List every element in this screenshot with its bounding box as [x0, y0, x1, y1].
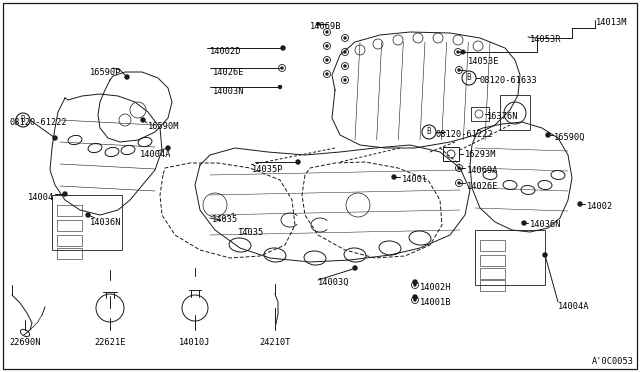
Bar — [480, 240, 505, 251]
Text: 14035P: 14035P — [252, 165, 284, 174]
Circle shape — [281, 46, 285, 50]
Circle shape — [457, 51, 459, 53]
Text: 14003Q: 14003Q — [318, 278, 349, 287]
Bar — [500, 95, 530, 130]
Text: 1400l: 1400l — [402, 175, 428, 184]
Text: 22690N: 22690N — [9, 338, 41, 347]
Text: 14002H: 14002H — [420, 283, 451, 292]
Text: 14036N: 14036N — [530, 220, 561, 229]
Circle shape — [326, 59, 328, 61]
Text: A'0C0053: A'0C0053 — [592, 357, 634, 366]
Text: 14026E: 14026E — [467, 182, 499, 191]
Circle shape — [461, 50, 465, 54]
Circle shape — [86, 213, 90, 217]
Circle shape — [125, 75, 129, 79]
Circle shape — [344, 65, 346, 67]
Text: 14069B: 14069B — [310, 22, 342, 31]
Circle shape — [414, 299, 416, 301]
Text: 24210T: 24210T — [259, 338, 291, 347]
Text: 14002D: 14002D — [210, 47, 241, 56]
Circle shape — [296, 160, 300, 164]
Circle shape — [392, 175, 396, 179]
Circle shape — [344, 79, 346, 81]
Text: 14001B: 14001B — [420, 298, 451, 307]
Text: B: B — [467, 74, 471, 83]
Text: B: B — [20, 115, 26, 125]
Text: 08120-61633: 08120-61633 — [479, 76, 537, 85]
Text: 08120-61222: 08120-61222 — [10, 118, 68, 127]
Text: B: B — [427, 128, 431, 137]
Bar — [57, 248, 82, 259]
Circle shape — [458, 182, 460, 184]
Circle shape — [53, 136, 57, 140]
Bar — [52, 195, 122, 250]
Text: 14026E: 14026E — [213, 68, 244, 77]
Bar — [57, 220, 82, 231]
Text: 14013M: 14013M — [596, 18, 627, 27]
Circle shape — [353, 266, 357, 270]
Circle shape — [414, 284, 416, 286]
Text: 16590P: 16590P — [90, 68, 122, 77]
Bar — [480, 255, 505, 266]
Circle shape — [543, 253, 547, 257]
Circle shape — [326, 31, 328, 33]
Text: 14010J: 14010J — [179, 338, 211, 347]
Circle shape — [413, 280, 417, 284]
Bar — [475, 230, 545, 285]
Circle shape — [141, 118, 145, 122]
Bar — [443, 147, 459, 161]
Text: 14053R: 14053R — [530, 35, 561, 44]
Circle shape — [546, 133, 550, 137]
Bar — [471, 107, 489, 121]
Text: 14036N: 14036N — [90, 218, 122, 227]
Text: 16376N: 16376N — [487, 112, 518, 121]
Text: 14053E: 14053E — [468, 57, 499, 66]
Text: 22621E: 22621E — [94, 338, 125, 347]
Circle shape — [278, 86, 282, 89]
Circle shape — [413, 295, 417, 299]
Bar — [480, 280, 505, 291]
Circle shape — [281, 67, 283, 69]
Circle shape — [63, 192, 67, 196]
Text: 14004A: 14004A — [558, 302, 589, 311]
Circle shape — [166, 146, 170, 150]
Text: 16293M: 16293M — [465, 150, 497, 159]
Text: 14004A: 14004A — [140, 150, 172, 159]
Bar — [57, 235, 82, 246]
Bar — [57, 205, 82, 216]
Circle shape — [326, 45, 328, 47]
Bar — [480, 268, 505, 279]
Circle shape — [317, 22, 319, 26]
Text: 16590Q: 16590Q — [554, 133, 586, 142]
Text: 14035: 14035 — [212, 215, 238, 224]
Circle shape — [344, 37, 346, 39]
Text: 14004: 14004 — [28, 193, 54, 202]
Text: 16590M: 16590M — [148, 122, 179, 131]
Text: 14069A: 14069A — [467, 166, 499, 175]
Text: 14003N: 14003N — [213, 87, 244, 96]
Circle shape — [578, 202, 582, 206]
Circle shape — [326, 73, 328, 75]
Text: 14002: 14002 — [587, 202, 613, 211]
Circle shape — [458, 167, 460, 169]
Circle shape — [458, 69, 460, 71]
Text: 14035: 14035 — [238, 228, 264, 237]
Text: 08120-61222: 08120-61222 — [436, 130, 493, 139]
Circle shape — [522, 221, 526, 225]
Circle shape — [344, 51, 346, 53]
